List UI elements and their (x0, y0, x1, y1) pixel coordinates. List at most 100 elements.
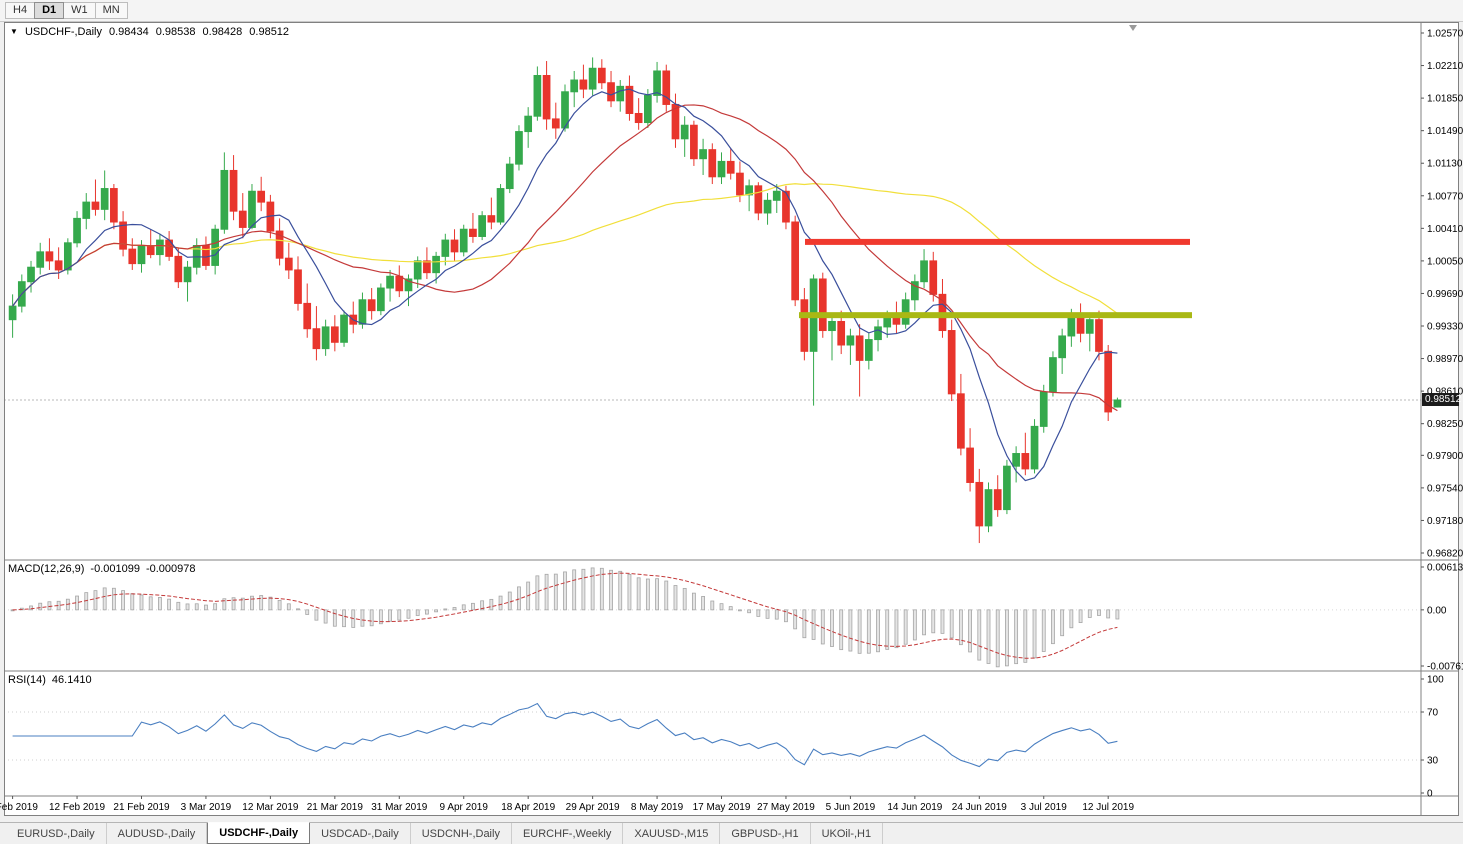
candle (957, 393, 965, 449)
hline-support-olive[interactable] (799, 312, 1192, 319)
candle (1030, 425, 1039, 470)
candle (966, 447, 974, 483)
candle (662, 70, 671, 105)
candle (1003, 465, 1011, 511)
timeframe-button-mn[interactable]: MN (94, 2, 128, 19)
candle (294, 269, 302, 304)
ohlc-open: 0.98434 (108, 26, 149, 38)
svg-text:3 Jul 2019: 3 Jul 2019 (1021, 802, 1068, 813)
candle (63, 242, 72, 271)
svg-text:30: 30 (1427, 756, 1439, 767)
timeframe-toolbar: H4 D1 W1 MN (0, 0, 1463, 22)
svg-text:9 Apr 2019: 9 Apr 2019 (440, 802, 489, 813)
tab-eurusd-daily[interactable]: EURUSD-,Daily (6, 823, 107, 844)
candle (45, 251, 54, 262)
candle (745, 185, 753, 196)
svg-text:1.01490: 1.01490 (1427, 126, 1463, 137)
candle (800, 299, 809, 352)
candle (542, 75, 551, 120)
candle (984, 489, 993, 527)
candle (947, 330, 956, 395)
candle (929, 260, 938, 295)
candle (782, 190, 790, 223)
candle (1058, 335, 1067, 359)
candle (607, 82, 615, 102)
rsi-label: RSI(14) 46.1410 (8, 674, 98, 686)
svg-text:1.01130: 1.01130 (1427, 159, 1463, 170)
svg-text:21 Mar 2019: 21 Mar 2019 (307, 802, 364, 813)
candle (846, 335, 855, 346)
svg-text:70: 70 (1427, 708, 1439, 719)
candle (644, 94, 652, 124)
candle (303, 302, 312, 330)
candle (920, 260, 928, 283)
svg-text:1.00050: 1.00050 (1427, 256, 1463, 267)
candle (1104, 350, 1113, 413)
candle (36, 251, 45, 268)
svg-text:0.97180: 0.97180 (1427, 516, 1463, 527)
candle (423, 260, 431, 274)
collapse-arrow-icon[interactable]: ▼ (10, 27, 18, 36)
timeframe-button-d1[interactable]: D1 (34, 2, 65, 19)
rsi-scale[interactable]: 100 70 30 0 (1421, 675, 1444, 800)
candle (837, 320, 846, 346)
tab-eurchf-weekly[interactable]: EURCHF-,Weekly (512, 823, 624, 844)
candle (459, 228, 468, 253)
candle (8, 305, 17, 321)
candle (551, 118, 560, 129)
svg-text:3 Mar 2019: 3 Mar 2019 (181, 802, 232, 813)
svg-text:8 May 2019: 8 May 2019 (631, 802, 684, 813)
candle (1012, 453, 1020, 467)
candle (137, 245, 146, 265)
candle (791, 221, 800, 301)
candle (220, 169, 229, 230)
tab-audusd-daily[interactable]: AUDUSD-,Daily (107, 823, 208, 844)
tab-usdcad-daily[interactable]: USDCAD-,Daily (310, 823, 411, 844)
candle (524, 115, 533, 133)
candle (229, 169, 238, 212)
macd-scale[interactable]: 0.00613 0.00 -0.00761 (1421, 563, 1463, 673)
hline-resistance-red[interactable] (805, 238, 1190, 245)
candle (570, 79, 579, 93)
candle (625, 85, 634, 114)
candle (432, 255, 440, 274)
ma-line-8 (12, 88, 1118, 482)
candle (1095, 319, 1103, 352)
candle (386, 275, 394, 289)
candle (413, 260, 422, 280)
chart-tabs: EURUSD-,Daily AUDUSD-,Daily USDCHF-,Daily U… (0, 822, 1463, 844)
candle (690, 124, 698, 160)
svg-text:27 May 2019: 27 May 2019 (757, 802, 815, 813)
candle (358, 299, 367, 325)
svg-text:29 Apr 2019: 29 Apr 2019 (566, 802, 620, 813)
macd-name: MACD(12,26,9) (8, 563, 85, 575)
candle (275, 230, 284, 259)
tab-xauusd-m15[interactable]: XAUUSD-,M15 (623, 823, 721, 844)
candle (312, 328, 321, 350)
candle (754, 185, 763, 214)
svg-text:1.01850: 1.01850 (1427, 94, 1463, 105)
symbol-title: USDCHF-,Daily (24, 26, 102, 38)
price-scale[interactable]: 1.02570 1.02210 1.01850 1.01490 1.01130 1.007… (1421, 29, 1463, 560)
svg-text:24 Jun 2019: 24 Jun 2019 (952, 802, 1007, 813)
candle (395, 275, 404, 292)
svg-text:31 Mar 2019: 31 Mar 2019 (371, 802, 428, 813)
candle (588, 67, 597, 90)
shift-marker-icon (1129, 25, 1137, 31)
candle (82, 201, 91, 219)
time-scale[interactable]: 3 Feb 2019 12 Feb 2019 21 Feb 2019 3 Mar 20… (0, 796, 1134, 813)
candle (579, 79, 588, 90)
tab-gbpusd-h1[interactable]: GBPUSD-,H1 (720, 823, 811, 844)
candle (174, 255, 183, 283)
candle (708, 149, 717, 178)
candle (680, 124, 689, 140)
svg-text:0.00: 0.00 (1427, 605, 1447, 616)
tab-usdcnh-daily[interactable]: USDCNH-,Daily (411, 823, 512, 844)
candle (340, 314, 348, 343)
candle (818, 278, 827, 332)
candle (597, 67, 606, 84)
tab-ukoil-h1[interactable]: UKOil-,H1 (811, 823, 884, 844)
ma-line-50 (12, 182, 1118, 314)
timeframe-button-h4[interactable]: H4 (5, 2, 36, 19)
